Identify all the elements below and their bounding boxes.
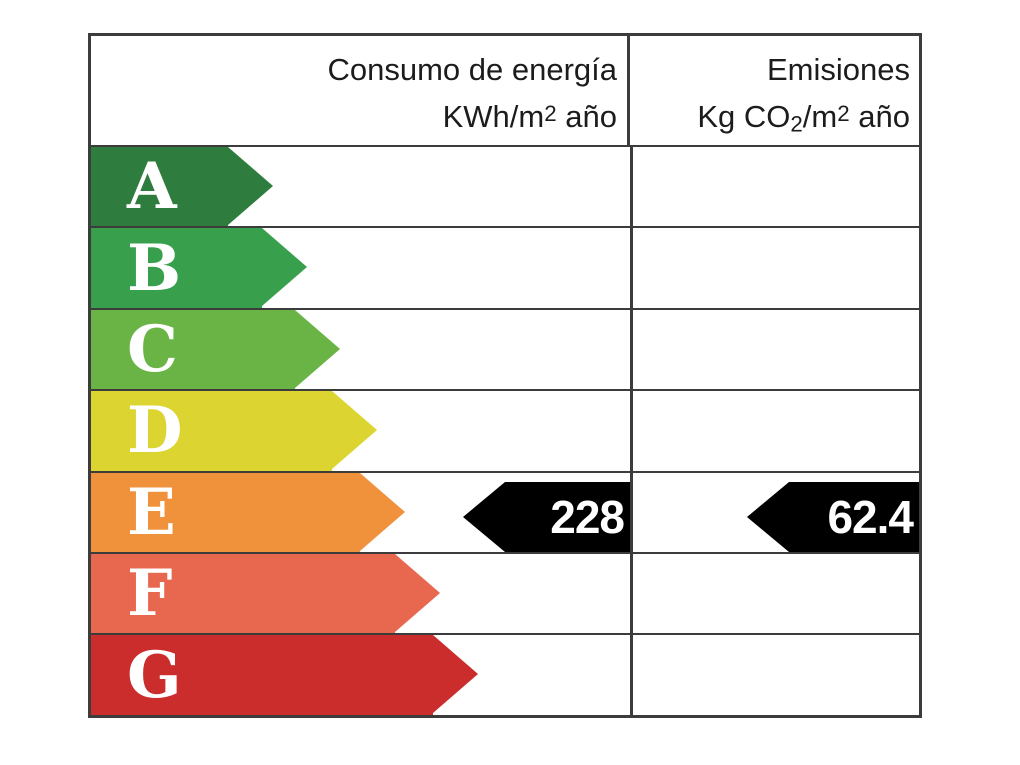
- energy-rating-table: Consumo de energía KWh/m2 año Emisiones …: [88, 33, 922, 718]
- emissions-header: Emisiones Kg CO2/m2 año: [630, 36, 919, 145]
- emissions-cell-a: [633, 147, 919, 226]
- consumption-value-arrow-tip: [463, 481, 505, 552]
- rating-row-f: F: [91, 551, 919, 634]
- rating-row-d: D: [91, 389, 919, 471]
- rating-arrow-tip: [395, 553, 440, 632]
- rating-letter-b: B: [127, 230, 182, 306]
- emissions-cell-b: [633, 228, 919, 307]
- rating-arrow-body: F: [91, 553, 395, 634]
- header-row: Consumo de energía KWh/m2 año Emisiones …: [91, 36, 919, 145]
- emissions-header-line1: Emisiones: [767, 52, 910, 87]
- emissions-cell-c: [633, 310, 919, 389]
- rating-row-e: E 228 62.4: [91, 470, 919, 552]
- rating-arrow-a: A: [91, 147, 273, 227]
- superscript-2: 2: [544, 101, 557, 126]
- emissions-header-line2: Kg CO2/m2 año: [697, 99, 910, 137]
- emissions-value-arrow-tip: [747, 481, 789, 552]
- rating-arrow-tip: [262, 228, 307, 307]
- rating-row-b: B: [91, 226, 919, 308]
- rating-letter-g: G: [127, 637, 182, 713]
- rating-arrow-body: A: [91, 147, 228, 227]
- rating-arrow-g: G: [91, 635, 478, 715]
- rating-cell-c: C: [91, 309, 633, 390]
- rating-letter-f: F: [127, 556, 173, 632]
- consumption-value-arrow-body: 228: [505, 481, 630, 552]
- emissions-cell-f: [633, 554, 919, 633]
- emissions-value: 62.4: [827, 490, 914, 543]
- rating-cell-d: D: [91, 391, 633, 471]
- rating-letter-e: E: [127, 474, 176, 550]
- rating-letter-a: A: [127, 149, 177, 225]
- rating-arrow-body: D: [91, 391, 332, 471]
- rating-arrow-body: G: [91, 635, 433, 715]
- subscript-2: 2: [790, 111, 803, 137]
- consumption-value-arrow: 228: [463, 481, 630, 552]
- rating-arrow-e: E: [91, 472, 405, 552]
- rating-cell-a: A: [91, 147, 633, 227]
- emissions-cell-d: [633, 391, 919, 470]
- rating-row-c: C: [91, 307, 919, 390]
- consumption-header-line2: KWh/m2 año: [442, 99, 617, 135]
- rating-arrow-tip: [360, 472, 405, 551]
- rating-arrow-tip: [332, 391, 377, 470]
- consumption-value: 228: [550, 490, 625, 543]
- superscript-2: 2: [837, 101, 850, 126]
- emissions-value-arrow-body: 62.4: [789, 481, 919, 552]
- emissions-cell-g: [633, 635, 919, 714]
- rating-cell-f: F: [91, 553, 633, 634]
- rating-arrow-d: D: [91, 391, 377, 471]
- rating-arrow-tip: [433, 635, 478, 714]
- rating-arrow-tip: [228, 147, 273, 225]
- rating-cell-b: B: [91, 228, 633, 308]
- rating-cell-g: G: [91, 635, 633, 715]
- rating-arrow-body: C: [91, 309, 295, 390]
- rating-row-g: G: [91, 633, 919, 715]
- rating-arrow-body: E: [91, 472, 360, 552]
- consumption-header-line1: Consumo de energía: [327, 52, 617, 87]
- rating-cell-e: E 228: [91, 472, 633, 552]
- rating-arrow-f: F: [91, 553, 440, 634]
- rating-arrow-tip: [295, 309, 340, 388]
- rating-arrow-b: B: [91, 228, 307, 308]
- rating-row-a: A: [91, 145, 919, 227]
- rating-letter-d: D: [127, 393, 183, 469]
- rating-arrow-body: B: [91, 228, 262, 308]
- rating-arrow-c: C: [91, 309, 340, 390]
- consumption-header: Consumo de energía KWh/m2 año: [91, 36, 630, 145]
- rating-letter-c: C: [127, 311, 178, 387]
- emissions-value-arrow: 62.4: [747, 481, 919, 552]
- emissions-cell-e: 62.4: [633, 473, 919, 552]
